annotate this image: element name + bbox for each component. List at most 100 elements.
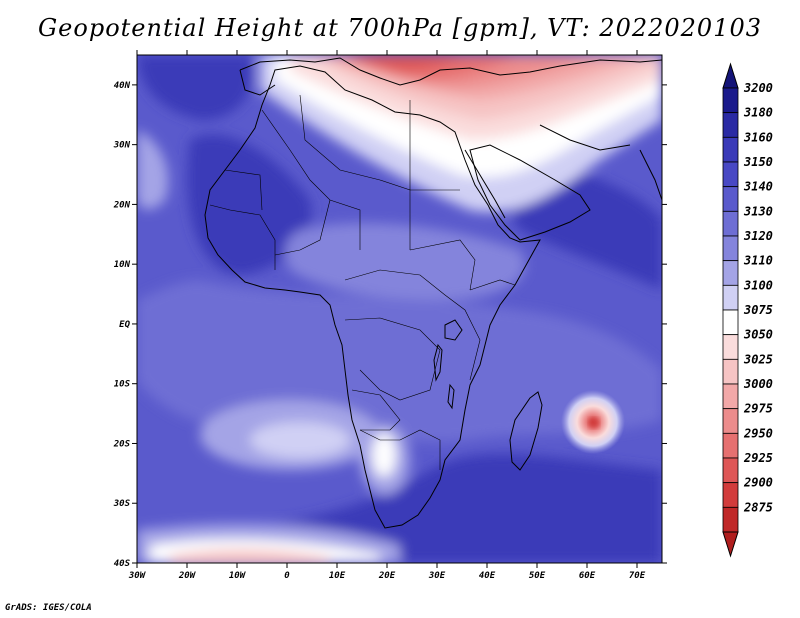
arabia-coastline [469, 144, 591, 241]
country-borders [209, 94, 516, 470]
longitude-tick-labels: 30W 20W 10W 0 10E 20E 30E 40E 50E 60E 70E [128, 571, 646, 581]
border-west-africa [209, 204, 276, 270]
europe-coastline [239, 57, 662, 86]
iberia-coastline [239, 69, 276, 96]
lon-tick-label: 60E [579, 571, 596, 581]
colorbar-swatch [722, 136, 739, 163]
lat-tick-label: 10N [114, 260, 131, 270]
field-pink-south-band [170, 549, 330, 563]
field-verypale-south-atlantic [250, 422, 350, 458]
latitude-tick-labels: 40N 30N 20N 10N EQ 10S 20S 30S 40S [113, 81, 131, 569]
colorbar-label: 2900 [743, 476, 773, 490]
border-chad-niger [274, 199, 331, 256]
lon-tick-label: 30W [128, 571, 147, 581]
lat-tick-label: 40S [114, 559, 131, 569]
colorbar-swatch [722, 87, 739, 114]
field-pale-atlantic-west [137, 130, 169, 210]
colorbar-swatch [722, 284, 739, 311]
colorbar-labels: 3200 3180 3160 3150 3140 3130 3120 3110 3100 3075… [743, 81, 773, 514]
colorbar-top-arrow [722, 62, 739, 89]
field-deep-northwest [137, 55, 253, 120]
lat-tick-label: 20S [113, 439, 131, 449]
field-white-kalahari [372, 433, 396, 477]
colorbar [722, 62, 739, 558]
grads-credit: GrADS: IGES/COLA [5, 603, 92, 613]
colorbar-label: 3130 [743, 204, 773, 218]
colorbar-swatch [722, 358, 739, 385]
colorbar-label: 2975 [743, 402, 773, 416]
lon-tick-label: 20W [178, 571, 197, 581]
map-title: Geopotential Height at 700hPa [gpm], VT:… [38, 14, 762, 42]
lon-tick-label: 20E [378, 571, 396, 581]
colorbar-label: 3000 [743, 377, 773, 391]
colorbar-swatch [722, 260, 739, 286]
red-sea-coastline [464, 149, 506, 219]
colorbar-swatch [722, 235, 739, 262]
colorbar-bottom-arrow [722, 531, 739, 558]
border-egypt-libya [409, 100, 460, 191]
colorbar-label: 2950 [743, 426, 773, 440]
border-sahara-1 [261, 109, 361, 250]
madagascar-coastline [509, 391, 543, 471]
geopotential-field [137, 55, 662, 563]
border-southern-africa [359, 429, 441, 470]
field-deep-west-africa [187, 134, 312, 275]
field-light-sahel [284, 222, 526, 300]
colorbar-label: 2875 [743, 500, 773, 514]
colorbar-label: 3140 [743, 180, 773, 194]
colorbar-swatch [722, 334, 739, 360]
colorbar-swatch [722, 408, 739, 434]
lat-tick-label: 30S [113, 499, 131, 509]
colorbar-swatch [722, 482, 739, 508]
border-sudan [409, 239, 476, 291]
colorbar-swatch [722, 112, 739, 138]
lon-tick-label: 30E [428, 571, 446, 581]
colorbar-label: 3180 [743, 106, 773, 120]
border-central-africa [344, 269, 446, 296]
colorbar-swatch [722, 210, 739, 237]
colorbar-swatch [722, 432, 739, 459]
colorbar-swatch [722, 457, 739, 484]
field-red3-north [345, 55, 465, 72]
axis-ticks [132, 50, 667, 568]
colorbar-swatch [722, 186, 739, 212]
iran-coastline [539, 124, 631, 151]
lon-tick-label: 10E [329, 571, 346, 581]
colorbar-label: 3025 [743, 352, 773, 366]
colorbar-label: 3200 [743, 81, 773, 95]
field-cyclone-core [589, 418, 599, 428]
lon-tick-label: 40E [479, 571, 496, 581]
lake-malawi [447, 383, 455, 410]
lat-tick-label: 40N [114, 81, 131, 91]
border-angola [351, 389, 401, 431]
colorbar-label: 3050 [743, 328, 773, 342]
lon-tick-label: 10W [229, 571, 247, 581]
colorbar-label: 3100 [743, 278, 773, 292]
lake-tanganyika [433, 343, 443, 382]
lat-tick-label: 30N [113, 141, 131, 151]
colorbar-label: 3110 [743, 254, 773, 268]
lat-tick-label: EQ [119, 320, 130, 330]
lon-tick-label: 50E [529, 571, 546, 581]
coastlines [204, 57, 662, 529]
border-congo [344, 317, 441, 401]
colorbar-label: 3075 [743, 303, 773, 317]
border-east-africa [444, 294, 481, 381]
border-sahara-2 [299, 94, 411, 250]
lat-tick-label: 20N [113, 200, 131, 210]
india-coastline [639, 149, 662, 201]
plot-frame [136, 54, 663, 564]
lat-tick-label: 10S [114, 380, 131, 390]
africa-coastline [204, 65, 541, 529]
lon-tick-label: 70E [629, 571, 646, 581]
colorbar-swatch [722, 161, 739, 188]
colorbar-swatch [722, 383, 739, 410]
border-horn-africa [469, 279, 516, 291]
lake-victoria [444, 319, 463, 341]
colorbar-swatch [722, 506, 739, 533]
border-mauritania [224, 169, 263, 211]
lon-tick-label: 0 [284, 571, 290, 581]
colorbar-label: 2925 [743, 451, 773, 465]
colorbar-swatch [722, 309, 739, 336]
